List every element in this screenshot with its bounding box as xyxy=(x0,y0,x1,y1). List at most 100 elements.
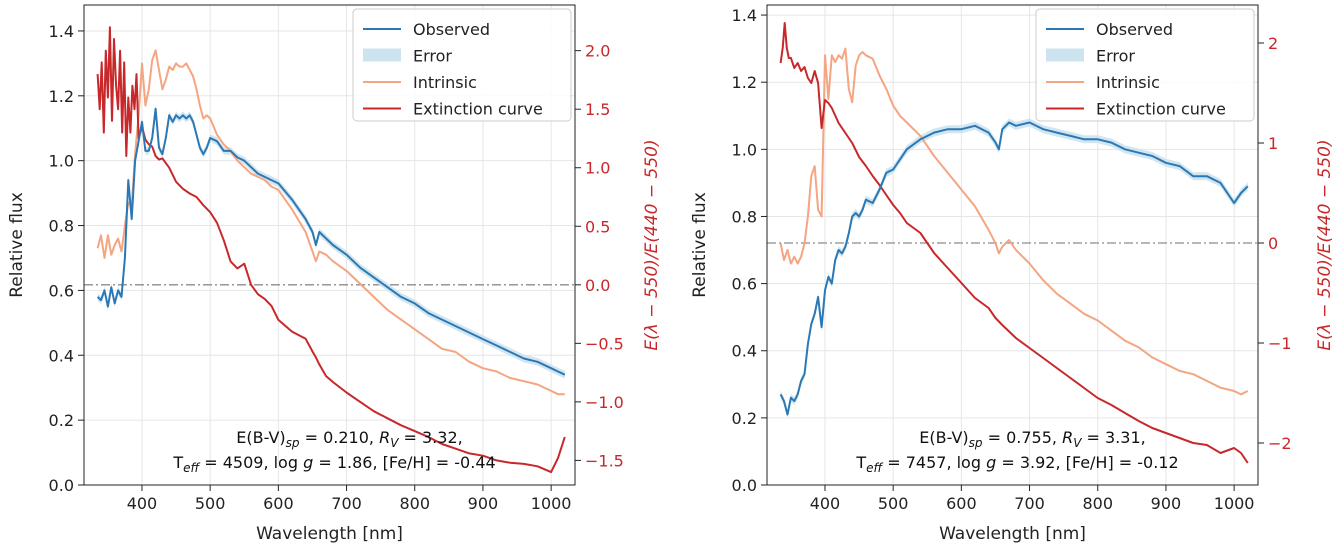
x-tick-label: 600 xyxy=(263,494,294,513)
annotation-line-2: Teff = 7457, log g = 3.92, [Fe/H] = -0.1… xyxy=(855,453,1178,475)
y-tick-label: 1.0 xyxy=(732,140,757,159)
annot-sub-sp: sp xyxy=(969,436,983,450)
y-axis-label: Relative flux xyxy=(7,192,27,298)
legend-box xyxy=(352,8,572,122)
x-axis: 400 500 600 700 800 900 1000 Wavelength [nm] xyxy=(810,485,1255,544)
annot-t: T xyxy=(172,453,183,472)
series-observed-line xyxy=(779,121,1249,416)
y-tick-label: 0.4 xyxy=(49,346,74,365)
series-extinction-line xyxy=(96,26,566,474)
annot-rv-value: = 3.31, xyxy=(1081,428,1145,447)
annot-ebv: E(B-V) xyxy=(919,428,968,447)
series-error-band xyxy=(97,104,565,379)
legend-box xyxy=(1035,8,1255,122)
x-axis-label: Wavelength [nm] xyxy=(256,524,403,544)
y2-tick-label: 2.0 xyxy=(585,42,610,61)
axes-frame xyxy=(766,4,1259,486)
y2-tick-label: 0.5 xyxy=(585,217,610,236)
y-tick-label: 0.4 xyxy=(732,342,757,361)
annot-ebv-value: = 0.210, xyxy=(300,428,380,447)
legend-entry: Extinction curve xyxy=(413,100,543,119)
annot-teff-value: = 4509, log xyxy=(199,453,303,472)
annot-sub-v: V xyxy=(1073,436,1082,450)
plot-area xyxy=(779,22,1249,464)
x-tick-label: 1000 xyxy=(531,494,572,513)
y-axis-left: 0.0 0.2 0.4 0.6 0.8 1.0 1.2 1.4 Relative flux xyxy=(690,6,767,495)
annot-sub-v: V xyxy=(390,436,399,450)
x-tick-label: 500 xyxy=(195,494,226,513)
annot-ebv-value: = 0.755, xyxy=(983,428,1063,447)
annotation-line-1: E(B-V)sp = 0.755, RV = 3.31, xyxy=(919,428,1145,450)
y2-axis-label: E(λ − 550)/E(440 − 550) xyxy=(1315,139,1335,350)
series-intrinsic-line xyxy=(96,49,565,396)
annotation-line-2: Teff = 4509, log g = 1.86, [Fe/H] = -0.4… xyxy=(172,453,495,475)
series-error-band xyxy=(780,118,1248,419)
y2-tick-label: −1.5 xyxy=(585,451,624,470)
legend-entry: Intrinsic xyxy=(413,73,477,92)
y2-tick-label: 2 xyxy=(1268,34,1278,53)
series-intrinsic-line xyxy=(779,47,1249,396)
y-axis-left: 0.0 0.2 0.4 0.6 0.8 1.0 1.2 1.4 Relative flux xyxy=(7,22,84,495)
x-tick-label: 500 xyxy=(878,494,909,513)
y2-tick-label: −1.0 xyxy=(585,393,624,412)
x-tick-label: 700 xyxy=(331,494,362,513)
y2-tick-label: 1.5 xyxy=(585,100,610,119)
annot-t: T xyxy=(855,453,866,472)
x-tick-label: 1000 xyxy=(1214,494,1255,513)
panel-right: 400 500 600 700 800 900 1000 Wavelength [nm] 0.0… xyxy=(690,4,1335,544)
legend-entry: Error xyxy=(1096,47,1135,66)
y-axis-right: −2 −1 0 1 2 E(λ − 550)/E(440 − 550) xyxy=(1258,34,1335,453)
y-tick-label: 0.8 xyxy=(732,207,757,226)
annot-rv: R xyxy=(1062,428,1073,447)
y2-axis-label: E(λ − 550)/E(440 − 550) xyxy=(642,139,662,350)
legend-entry: Observed xyxy=(413,20,490,39)
legend-swatch-error xyxy=(1046,48,1084,62)
annot-ebv: E(B-V) xyxy=(236,428,285,447)
y2-tick-label: −1 xyxy=(1268,334,1292,353)
series-observed-line xyxy=(96,107,566,376)
x-axis-label: Wavelength [nm] xyxy=(939,524,1086,544)
y-axis-label: Relative flux xyxy=(690,192,710,298)
annot-logg-feh: = 3.92, [Fe/H] = -0.12 xyxy=(996,453,1178,472)
y-tick-label: 0.2 xyxy=(49,411,74,430)
y-tick-label: 1.0 xyxy=(49,152,74,171)
legend-entry: Error xyxy=(413,47,452,66)
y-tick-label: 0.6 xyxy=(732,275,757,294)
x-tick-label: 600 xyxy=(946,494,977,513)
annot-rv-value: = 3.32, xyxy=(398,428,462,447)
y-tick-label: 1.2 xyxy=(732,73,757,92)
y-tick-label: 1.4 xyxy=(49,22,74,41)
y-tick-label: 0.8 xyxy=(49,217,74,236)
x-tick-label: 700 xyxy=(1014,494,1045,513)
y2-tick-label: −0.5 xyxy=(585,334,624,353)
y-axis-right: −1.5 −1.0 −0.5 0.0 0.5 1.0 1.5 2.0 E(λ − 550)/E(… xyxy=(575,42,662,470)
legend: Observed Error Intrinsic Extinction curve xyxy=(1035,8,1255,122)
annot-sub-sp: sp xyxy=(286,436,300,450)
y2-tick-label: 1.0 xyxy=(585,159,610,178)
annotation-line-1: E(B-V)sp = 0.210, RV = 3.32, xyxy=(236,428,462,450)
x-axis: 400 500 600 700 800 900 1000 Wavelength [nm] xyxy=(127,485,572,544)
annot-sub-eff: eff xyxy=(866,461,883,475)
annot-rv: R xyxy=(379,428,390,447)
y-tick-label: 1.4 xyxy=(732,6,757,25)
annot-teff-value: = 7457, log xyxy=(882,453,986,472)
series-extinction-line xyxy=(779,22,1249,464)
x-tick-label: 900 xyxy=(1151,494,1182,513)
x-tick-label: 800 xyxy=(1082,494,1113,513)
x-tick-label: 400 xyxy=(810,494,841,513)
legend-swatch-error xyxy=(363,48,401,62)
y-tick-label: 1.2 xyxy=(49,87,74,106)
y-tick-label: 0.0 xyxy=(49,476,74,495)
y2-tick-label: −2 xyxy=(1268,434,1292,453)
y2-tick-label: 1 xyxy=(1268,134,1278,153)
y-tick-label: 0.6 xyxy=(49,281,74,300)
panel-left: 400 500 600 700 800 900 1000 Wavelength [nm] 0.0… xyxy=(7,4,662,544)
x-tick-label: 800 xyxy=(399,494,430,513)
axes-frame xyxy=(83,4,576,486)
annot-g: g xyxy=(303,453,313,472)
y2-tick-label: 0.0 xyxy=(585,276,610,295)
annot-logg-feh: = 1.86, [Fe/H] = -0.44 xyxy=(313,453,495,472)
y2-tick-label: 0 xyxy=(1268,234,1278,253)
legend: Observed Error Intrinsic Extinction curve xyxy=(352,8,572,122)
